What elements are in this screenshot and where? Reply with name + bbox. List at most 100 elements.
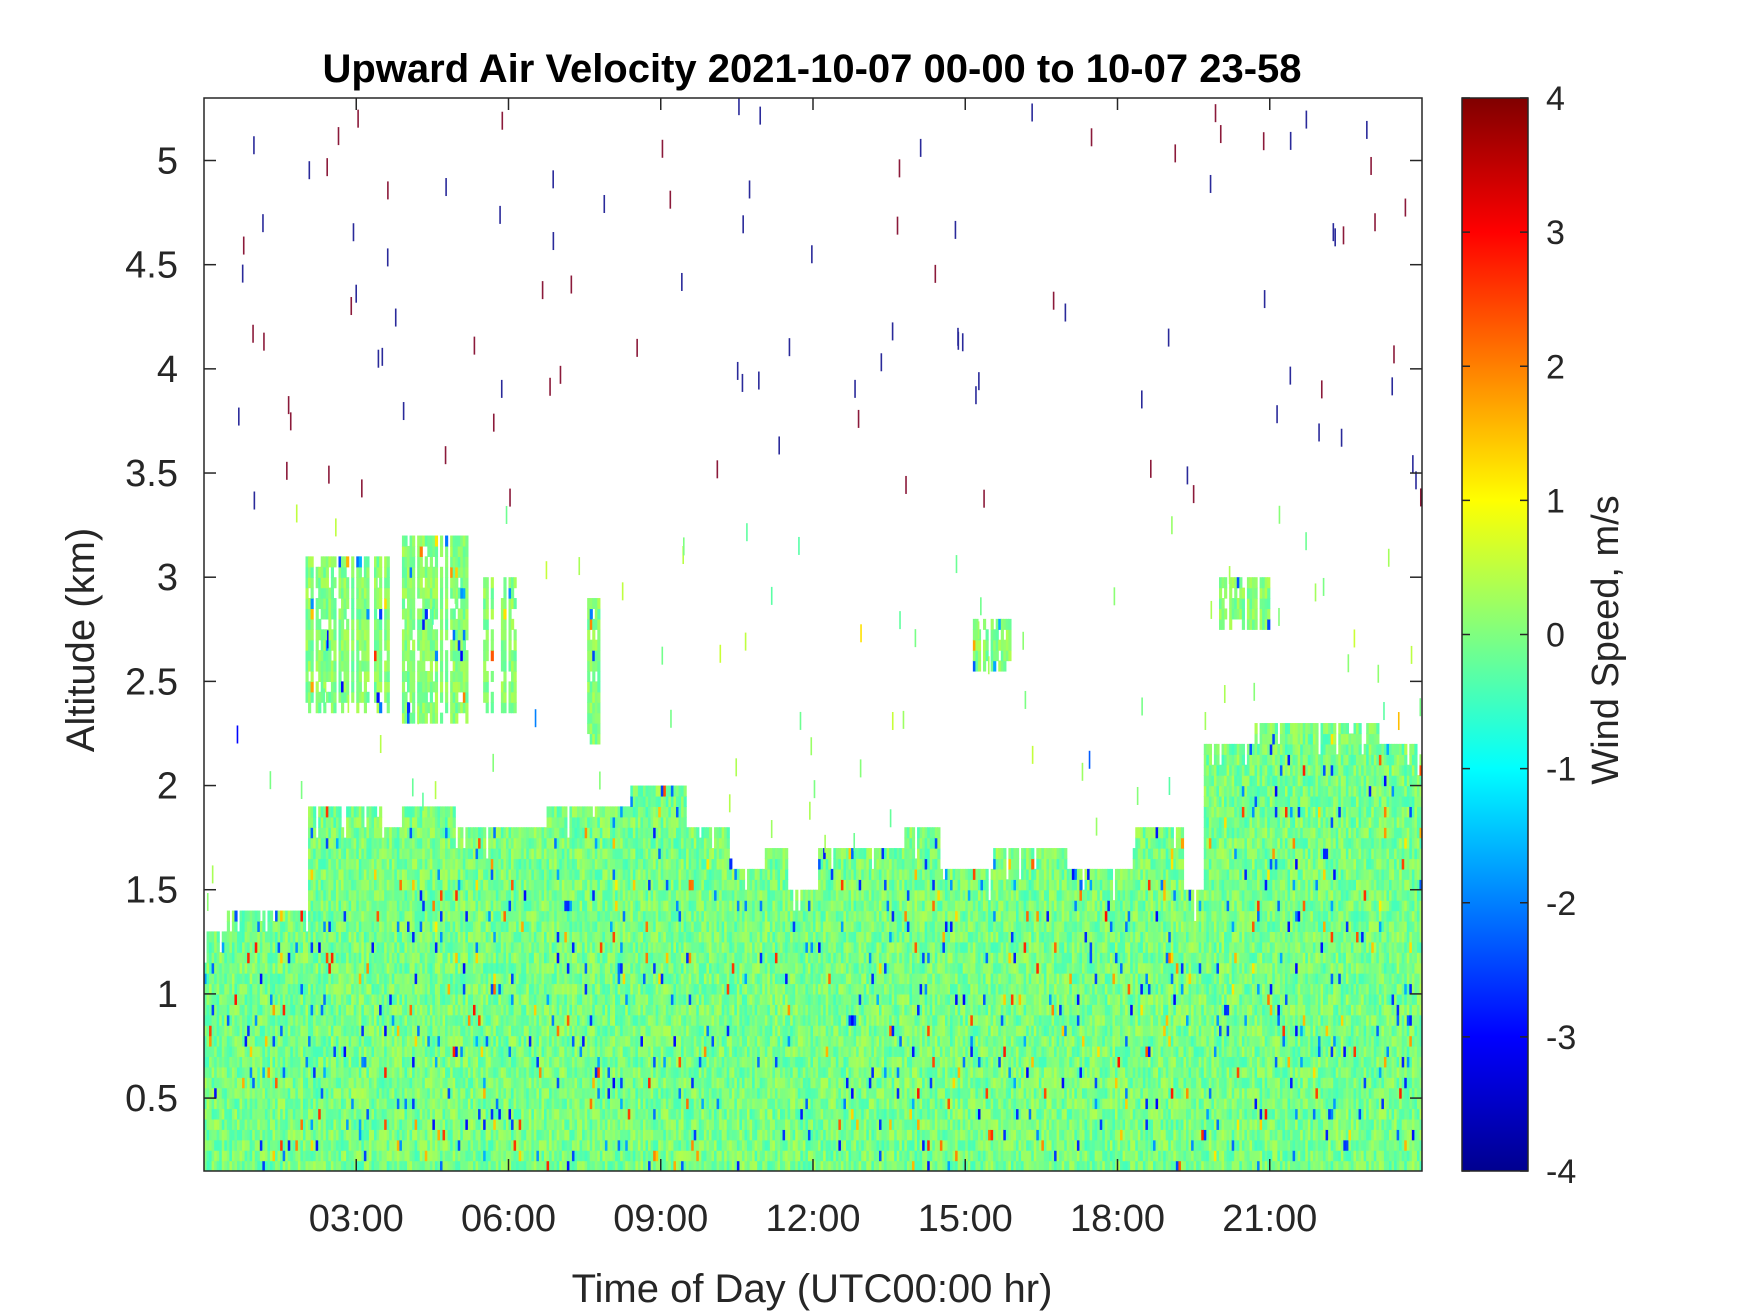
heatmap-cell	[328, 983, 332, 995]
heatmap-cell	[226, 1056, 230, 1068]
heatmap-cell	[554, 1129, 558, 1141]
heatmap-cell	[292, 1139, 296, 1151]
heatmap-cell	[442, 1045, 446, 1058]
heatmap-cell	[308, 1004, 312, 1016]
heatmap-cell	[262, 1035, 266, 1047]
heatmap-cell	[224, 952, 228, 964]
heatmap-cell	[554, 1014, 558, 1026]
heatmap-cell	[478, 1025, 482, 1037]
heatmap-cell	[538, 983, 543, 995]
heatmap-cell	[313, 816, 317, 828]
heatmap-cell	[528, 1066, 532, 1078]
heatmap-cell	[485, 1035, 489, 1047]
heatmap-cell	[267, 920, 271, 932]
heatmap-cell	[500, 962, 505, 974]
heatmap-cell	[315, 879, 319, 891]
heatmap-cell	[561, 1098, 565, 1110]
heatmap-cell	[275, 1066, 279, 1078]
heatmap-cell	[554, 837, 558, 849]
heatmap-cell	[549, 1129, 553, 1141]
heatmap-cell	[231, 993, 236, 1005]
heatmap-cell	[554, 910, 558, 922]
heatmap-cell	[424, 993, 428, 1005]
heatmap-cell	[231, 952, 236, 964]
heatmap-cell	[313, 1025, 317, 1037]
heatmap-cell	[302, 962, 307, 974]
heatmap-cell	[219, 1066, 223, 1078]
heatmap-cell	[310, 1160, 314, 1171]
heatmap-cell	[450, 983, 454, 995]
heatmap-cell	[374, 889, 378, 901]
heatmap-cell	[257, 1035, 261, 1047]
heatmap-cell	[445, 983, 449, 995]
heatmap-cell	[290, 993, 294, 1005]
heatmap-cell	[264, 1035, 269, 1047]
heatmap-cell	[460, 900, 464, 912]
heatmap-cell	[391, 1025, 395, 1037]
heatmap-cell	[315, 1150, 319, 1162]
heatmap-cell	[488, 1035, 492, 1047]
heatmap-cell	[546, 900, 550, 912]
heatmap-cell	[341, 868, 345, 880]
heatmap-cell	[442, 931, 446, 943]
heatmap-cell	[437, 962, 441, 974]
heatmap-cell	[407, 1056, 411, 1068]
heatmap-cell	[574, 868, 578, 880]
heatmap-cell	[376, 1150, 380, 1162]
heatmap-cell	[216, 1118, 220, 1130]
heatmap-cell	[599, 1098, 603, 1110]
heatmap-cell	[516, 931, 520, 943]
heatmap-cell	[566, 1108, 570, 1120]
heatmap-cell	[445, 1098, 449, 1110]
heatmap-cell	[313, 1035, 317, 1047]
heatmap-cell	[381, 1098, 385, 1110]
heatmap-cell	[356, 1160, 360, 1171]
heatmap-cell	[325, 858, 329, 870]
heatmap-cell	[206, 1056, 210, 1068]
heatmap-cell	[579, 983, 583, 995]
heatmap-cell	[475, 973, 479, 985]
heatmap-cell	[561, 1129, 565, 1141]
heatmap-cell	[551, 868, 555, 880]
heatmap-cell	[351, 1108, 355, 1120]
heatmap-cell	[323, 889, 327, 901]
heatmap-cell	[214, 1025, 218, 1037]
heatmap-cell	[371, 931, 375, 943]
heatmap-cell	[561, 816, 565, 828]
heatmap-cell	[209, 983, 213, 995]
heatmap-cell	[556, 889, 560, 901]
heatmap-cell	[328, 973, 332, 985]
heatmap-cell	[328, 879, 332, 891]
heatmap-cell	[521, 983, 525, 995]
heatmap-cell	[295, 1004, 299, 1016]
heatmap-cell	[320, 900, 324, 912]
heatmap-cell	[269, 993, 274, 1005]
heatmap-cell	[480, 1077, 484, 1089]
heatmap-cell	[457, 900, 461, 912]
heatmap-cell	[381, 910, 385, 922]
heatmap-cell	[541, 1087, 545, 1099]
heatmap-cell	[323, 1045, 327, 1058]
heatmap-cell	[297, 1004, 302, 1016]
heatmap-cell	[582, 1035, 586, 1047]
heatmap-cell	[439, 973, 444, 985]
heatmap-cell	[472, 1108, 477, 1120]
heatmap-cell	[272, 1160, 276, 1171]
heatmap-cell	[206, 1118, 210, 1130]
heatmap-cell	[422, 910, 426, 922]
heatmap-cell	[521, 920, 525, 932]
heatmap-cell	[412, 806, 416, 818]
heatmap-cell	[358, 973, 362, 985]
heatmap-cell	[292, 1118, 296, 1130]
heatmap-cell	[594, 910, 598, 922]
heatmap-cell	[569, 837, 573, 849]
heatmap-cell	[363, 920, 367, 932]
heatmap-cell	[587, 1160, 591, 1171]
heatmap-cell	[313, 1087, 317, 1099]
heatmap-cell	[318, 1118, 322, 1130]
heatmap-cell	[475, 1056, 479, 1068]
heatmap-cell	[407, 868, 411, 880]
heatmap-cell	[300, 1160, 304, 1171]
heatmap-cell	[310, 993, 314, 1005]
heatmap-cell	[518, 858, 522, 870]
